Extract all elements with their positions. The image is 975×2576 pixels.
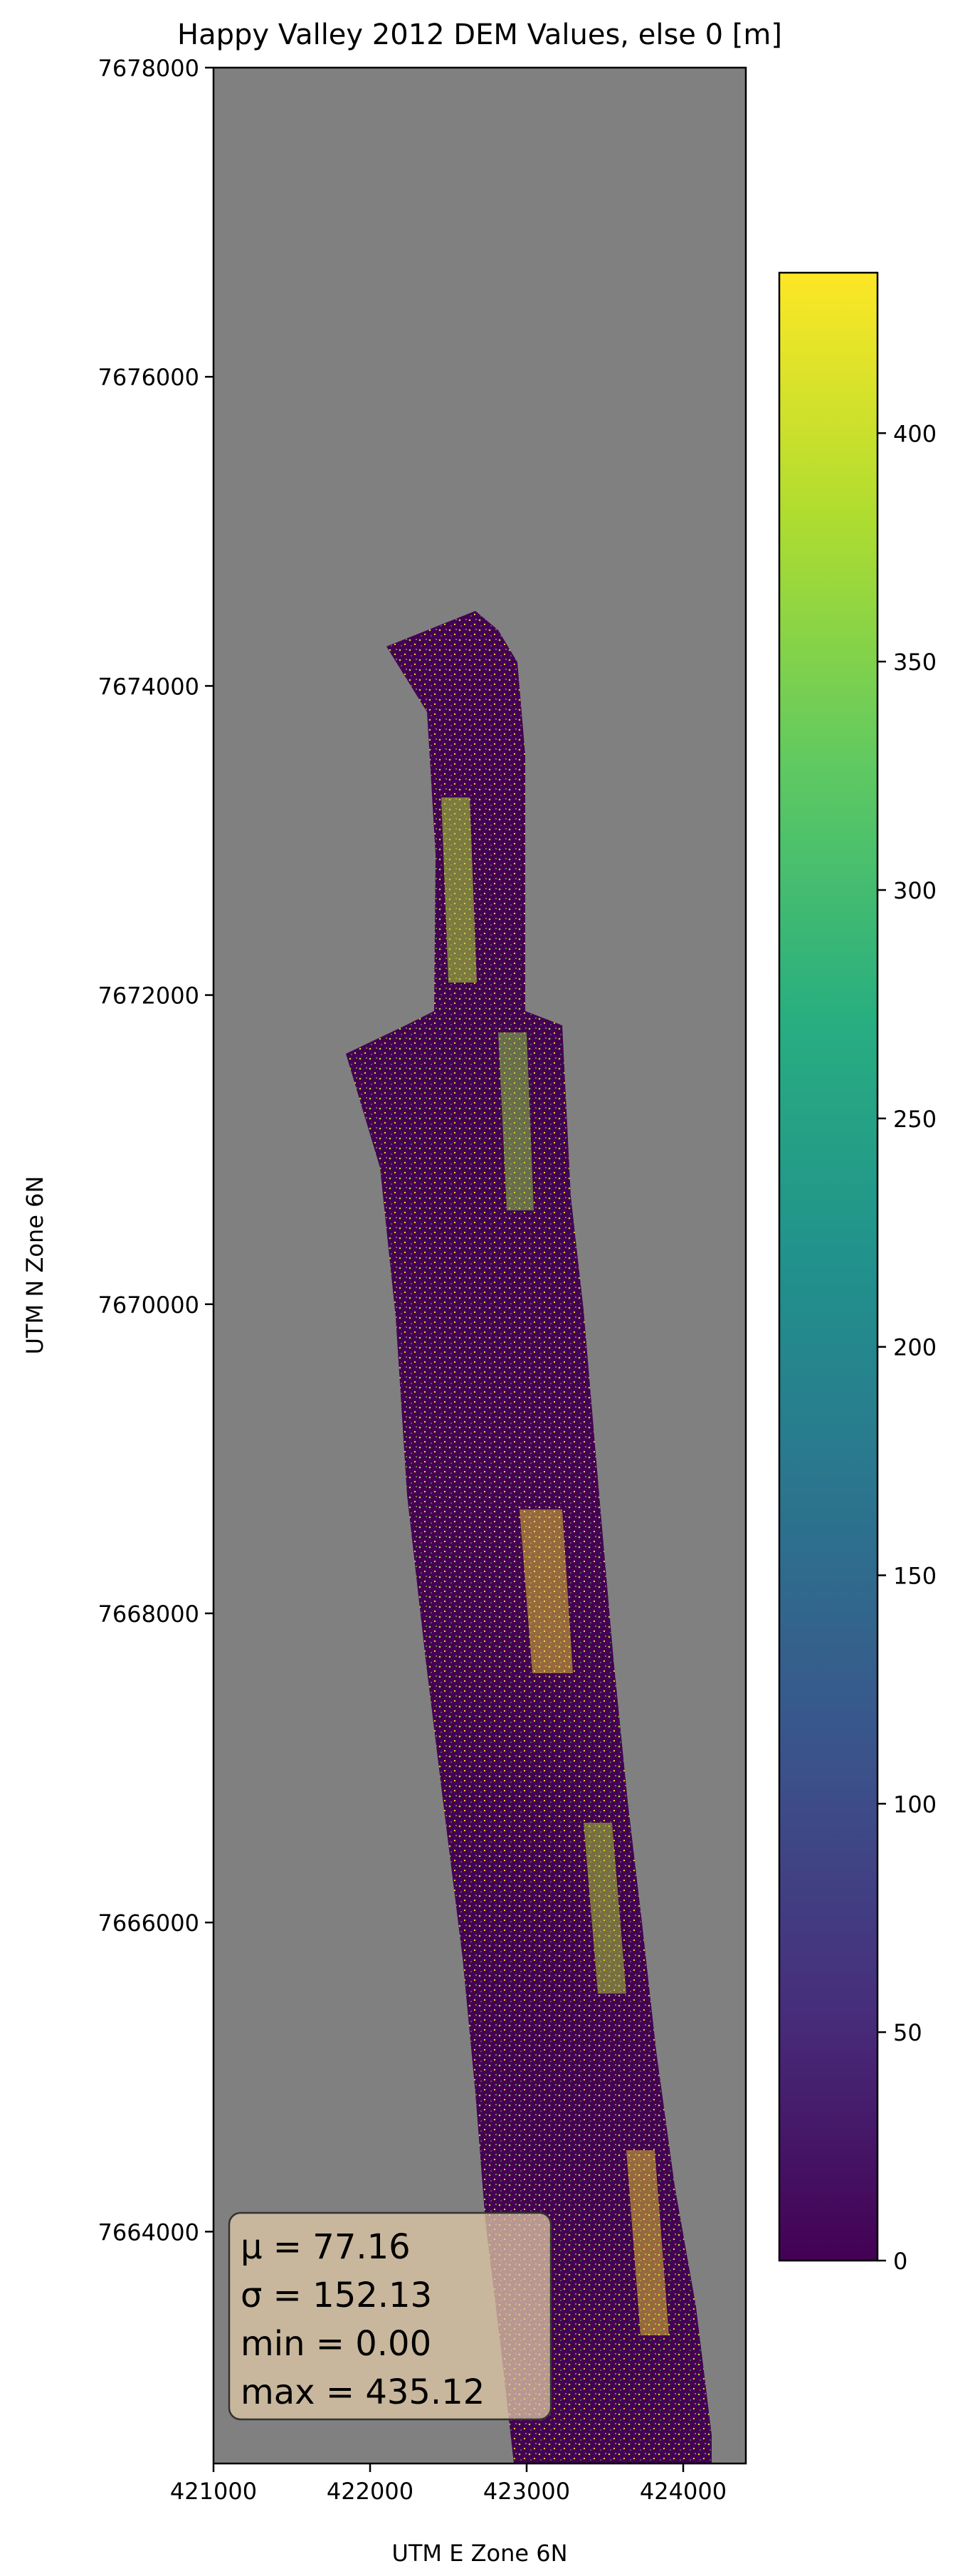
y-axis-label: UTM N Zone 6N xyxy=(21,1176,48,1355)
dem-bright-band-2 xyxy=(498,1032,534,1210)
colorbar-tick-label: 400 xyxy=(893,420,937,447)
dem-bright-band-5 xyxy=(626,2150,669,2335)
stats-box: μ = 77.16 σ = 152.13 min = 0.00 max = 43… xyxy=(228,2211,552,2421)
colorbar: 0 50 100 150 200 250 300 350 400 xyxy=(778,271,937,2275)
x-tick-label: 423000 xyxy=(483,2478,570,2505)
colorbar-tick-label: 250 xyxy=(893,1106,937,1133)
y-tick-label: 7676000 xyxy=(98,364,199,391)
y-tick-label: 7668000 xyxy=(98,1601,199,1628)
y-axis: 7664000 7666000 7668000 7670000 7672000 76740… xyxy=(98,55,214,2246)
dem-bright-band-1 xyxy=(441,797,477,983)
colorbar-tick-label: 0 xyxy=(893,2248,907,2275)
plot-frame xyxy=(212,66,747,2465)
y-tick-label: 7674000 xyxy=(98,673,199,700)
stats-std: σ = 152.13 xyxy=(241,2276,432,2315)
dem-raster xyxy=(346,611,712,2464)
colorbar-tick-label: 200 xyxy=(893,1334,937,1361)
stats-box-background xyxy=(228,2211,552,2421)
y-tick-label: 7678000 xyxy=(98,55,199,82)
colorbar-tick-label: 150 xyxy=(893,1563,937,1590)
stats-max: max = 435.12 xyxy=(241,2372,485,2412)
stats-mean: μ = 77.16 xyxy=(241,2227,411,2267)
x-axis-label: UTM E Zone 6N xyxy=(391,2540,567,2567)
x-tick-label: 422000 xyxy=(327,2478,413,2505)
x-axis: 421000 422000 423000 424000 xyxy=(170,2464,727,2505)
chart-title: Happy Valley 2012 DEM Values, else 0 [m] xyxy=(177,19,782,51)
x-tick-label: 421000 xyxy=(170,2478,257,2505)
colorbar-tick-label: 50 xyxy=(893,2019,922,2046)
colorbar-tick-label: 300 xyxy=(893,877,937,904)
y-tick-label: 7664000 xyxy=(98,2219,199,2246)
stats-min: min = 0.00 xyxy=(241,2324,431,2364)
dem-coverage xyxy=(346,611,712,2464)
dem-bright-band-4 xyxy=(584,1823,626,1994)
y-tick-label: 7672000 xyxy=(98,983,199,1010)
y-tick-label: 7670000 xyxy=(98,1292,199,1319)
colorbar-ticks: 0 50 100 150 200 250 300 350 400 xyxy=(878,420,937,2275)
x-tick-label: 424000 xyxy=(640,2478,727,2505)
y-tick-label: 7666000 xyxy=(98,1910,199,1937)
colorbar-gradient xyxy=(778,271,879,2262)
colorbar-tick-label: 100 xyxy=(893,1791,937,1818)
colorbar-tick-label: 350 xyxy=(893,649,937,676)
dem-bright-band-3 xyxy=(520,1509,573,1673)
